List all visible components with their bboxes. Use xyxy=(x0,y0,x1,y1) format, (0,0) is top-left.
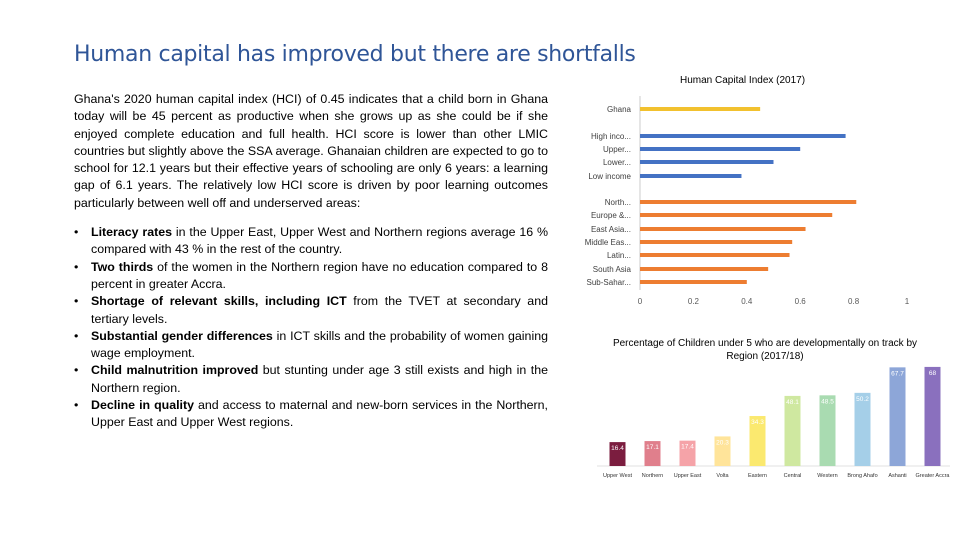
hci-tick-label: 1 xyxy=(905,297,910,306)
text-column: Ghana's 2020 human capital index (HCI) o… xyxy=(74,91,548,432)
ec-value-label: 48.5 xyxy=(821,398,834,405)
hci-bar xyxy=(640,227,806,231)
ec-value-label: 50.2 xyxy=(856,396,869,403)
ec-value-label: 67.7 xyxy=(891,370,904,377)
bullet-glyph: • xyxy=(74,363,79,378)
hci-tick-label: 0.8 xyxy=(848,297,860,306)
hci-bar xyxy=(640,134,846,138)
bullet-text: from the TVET at secondary and tertiary … xyxy=(91,294,548,326)
bullet-text: in the Upper East, Upper West and Northe… xyxy=(91,225,548,257)
hci-category-label: South Asia xyxy=(593,265,632,274)
ec-category-label: Eastern xyxy=(748,473,767,479)
ec-bar xyxy=(609,442,626,466)
ec-category-label: Ashanti xyxy=(888,473,906,479)
ec-bar xyxy=(889,367,906,466)
ec-bar xyxy=(679,440,696,466)
bullet-item: • Decline in quality and access to matern… xyxy=(74,397,548,432)
hci-category-label: Low income xyxy=(588,172,631,181)
ec-category-label: Western xyxy=(817,473,837,479)
hci-bar xyxy=(640,174,742,178)
hci-bar xyxy=(640,280,747,284)
hci-chart-title: Human Capital Index (2017) xyxy=(680,75,806,86)
hci-tick-label: 0 xyxy=(638,297,643,306)
bullet-text: and access to maternal and new-born serv… xyxy=(91,398,549,430)
bullet-glyph: • xyxy=(74,398,79,413)
hci-bar xyxy=(640,107,761,111)
bullet-item: • Two thirds of the women in the Northern… xyxy=(74,259,548,294)
bullet-bold: Shortage of relevant skills, including I… xyxy=(91,294,347,309)
hci-category-label: Sub-Sahar... xyxy=(587,278,631,287)
hci-bar xyxy=(640,200,857,204)
bullet-text: but stunting under age 3 still exists an… xyxy=(91,363,549,395)
ec-bar xyxy=(749,416,766,466)
bullet-text: in ICT skills and the probability of wom… xyxy=(91,328,548,361)
hci-bar xyxy=(640,147,801,151)
hci-bar-chart: Ghana High inco... Upper... Lower... Low inc… xyxy=(585,96,910,306)
hci-tick-label: 0.2 xyxy=(688,297,700,306)
hci-category-label: Latin... xyxy=(607,251,631,260)
bullet-bold: Substantial gender differences xyxy=(91,328,273,343)
ec-category-label: Greater Accra xyxy=(916,473,951,479)
hci-category-label: Upper... xyxy=(603,145,631,154)
bullet-bold: Two thirds xyxy=(91,259,154,274)
ec-bar xyxy=(644,441,661,466)
slide-title: Human capital has improved but there are… xyxy=(74,42,636,67)
hci-bar xyxy=(640,253,790,257)
hci-category-label: Europe &... xyxy=(591,211,631,220)
ec-category-label: Upper West xyxy=(603,473,632,479)
hci-category-label: High inco... xyxy=(591,132,631,141)
ec-value-label: 48.1 xyxy=(786,399,799,406)
bullet-glyph: • xyxy=(74,294,79,309)
ec-value-label: 34.3 xyxy=(751,419,764,426)
ec-value-label: 20.3 xyxy=(716,439,729,446)
hci-tick-label: 0.4 xyxy=(741,297,753,306)
ec-bar xyxy=(819,395,836,466)
ec-bar xyxy=(924,366,941,466)
ec-category-label: Brong Ahafo xyxy=(847,473,877,479)
ec-bar xyxy=(714,436,731,466)
hci-category-label: East Asia... xyxy=(591,225,631,234)
ec-bar xyxy=(854,392,871,466)
bullet-glyph: • xyxy=(74,328,79,343)
bullet-item: • Substantial gender differences in ICT s… xyxy=(74,328,548,363)
ec-value-label: 17.4 xyxy=(681,444,694,451)
ec-value-label: 17.1 xyxy=(646,444,659,451)
ec-category-label: Volta xyxy=(716,473,729,479)
hci-tick-label: 0.6 xyxy=(795,297,807,306)
hci-bar xyxy=(640,240,793,244)
bullet-item: • Shortage of relevant skills, including … xyxy=(74,293,548,328)
ec-category-label: Upper East xyxy=(674,473,702,479)
ec-bar-chart: 16.4 Upper West 17.1 Northern 17.4 Upper East… xyxy=(597,366,951,479)
bullet-list: • Literacy rates in the Upper East, Upper… xyxy=(74,224,548,432)
intro-paragraph: Ghana's 2020 human capital index (HCI) o… xyxy=(74,92,548,210)
hci-category-label: Middle Eas... xyxy=(585,238,631,247)
bullet-item: • Child malnutrition improved but stuntin… xyxy=(74,362,548,397)
hci-category-label: Lower... xyxy=(603,158,631,167)
hci-bar xyxy=(640,213,833,217)
ec-category-label: Central xyxy=(784,473,802,479)
ec-value-label: 68 xyxy=(929,370,937,377)
bullet-bold: Child malnutrition improved xyxy=(91,363,259,378)
bullet-item: • Literacy rates in the Upper East, Upper… xyxy=(74,224,548,259)
bullet-bold: Literacy rates xyxy=(91,225,173,240)
bullet-glyph: • xyxy=(74,225,79,240)
ec-category-label: Northern xyxy=(642,473,663,479)
hci-category-label: North... xyxy=(605,198,631,207)
ec-chart-title: Percentage of Children under 5 who are d… xyxy=(612,338,918,362)
ec-value-label: 16.4 xyxy=(611,445,624,452)
bullet-glyph: • xyxy=(74,259,79,274)
bullet-bold: Decline in quality xyxy=(91,398,195,413)
hci-category-label: Ghana xyxy=(607,105,632,114)
ec-bar xyxy=(784,395,801,466)
hci-bar xyxy=(640,160,774,164)
bullet-text: of the women in the Northern region have… xyxy=(91,259,548,291)
hci-bar xyxy=(640,267,769,271)
